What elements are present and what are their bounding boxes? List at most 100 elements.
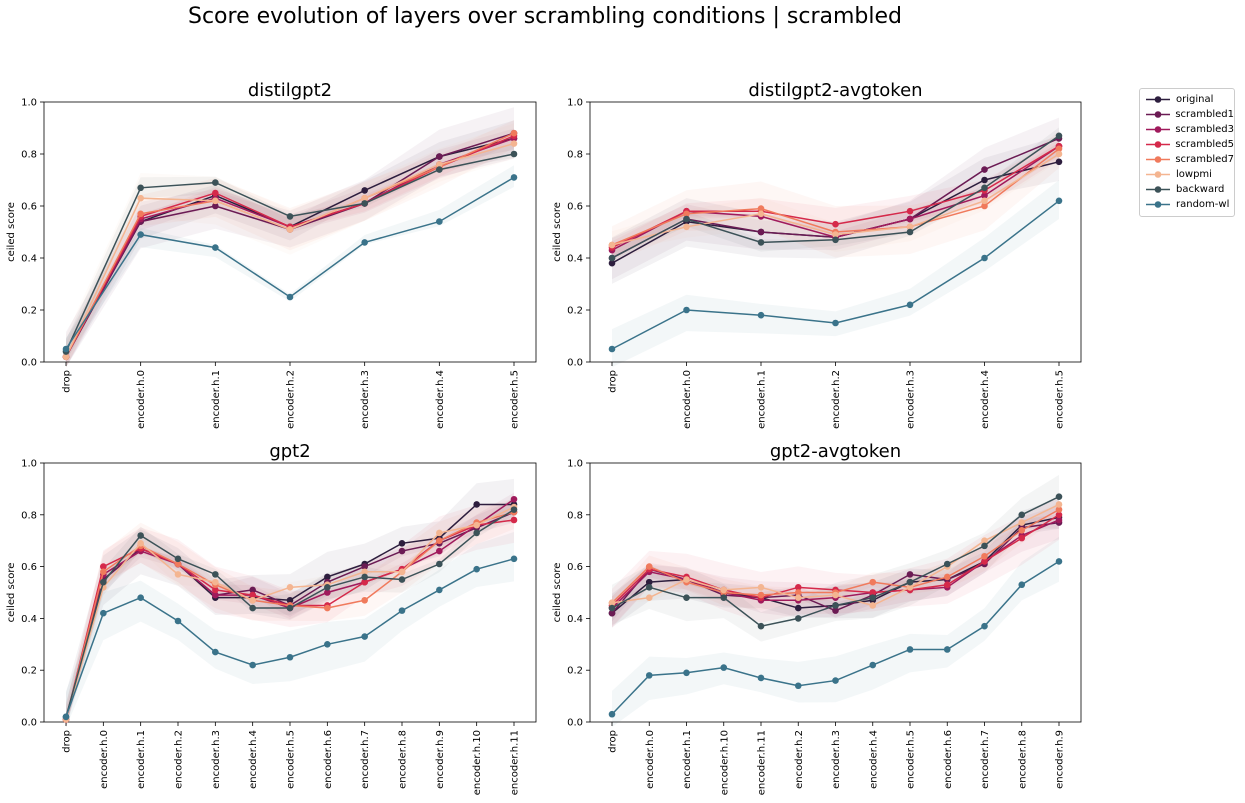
x-tick-label: encoder.h.7 [360,730,371,789]
point-scrambled5 [906,207,914,215]
band-random-wl [612,180,1059,368]
point-lowpmi [286,584,294,591]
point-scrambled1 [398,547,406,555]
point-scrambled1 [249,586,256,594]
point-scrambled5 [943,581,951,589]
point-random-wl [510,174,518,181]
legend-label: scrambled7 [1175,154,1234,165]
point-random-wl [943,646,951,653]
point-random-wl [324,641,331,648]
point-original [794,604,802,612]
legend-label: original [1176,94,1214,105]
point-original [1055,158,1063,166]
point-backward [645,584,653,591]
point-scrambled1 [436,153,443,160]
point-backward [683,594,690,601]
point-scrambled7 [794,589,802,596]
legend-label: scrambled3 [1175,124,1234,135]
x-tick-label: encoder.h.3 [360,370,371,429]
x-tick-label: encoder.h.5 [510,370,521,429]
subplot-0: distilgpt2 ceiled score 0.0 0.2 0.4 0.6 0.8 1.0… [6,80,537,429]
point-random-wl [981,254,988,262]
point-scrambled1 [608,609,616,617]
legend-item-scrambled3: scrambled3 [1140,122,1234,137]
point-scrambled7 [510,129,518,137]
point-scrambled1 [906,571,914,578]
band-random-wl [612,536,1059,728]
x-tick-label: drop [62,730,73,753]
point-random-wl [981,622,988,630]
point-random-wl [1055,197,1063,205]
point-random-wl [720,664,728,671]
x-tick-label: encoder.h.5 [286,730,297,789]
subplot-title: distilgpt2 [248,80,332,101]
point-scrambled1 [832,607,839,614]
point-random-wl [286,293,294,301]
point-lowpmi [137,194,144,202]
point-lowpmi [510,140,518,147]
x-tick-label: encoder.h.6 [323,730,334,789]
point-scrambled7 [981,202,988,210]
band-original [612,136,1059,284]
point-lowpmi [1018,519,1026,526]
point-scrambled7 [757,205,765,212]
y-tick-label: 0.2 [21,666,37,677]
legend-swatch [1146,141,1170,148]
point-random-wl [1055,558,1063,565]
band-scrambled1 [66,107,514,368]
y-axis-label: ceiled score [6,202,17,262]
point-lowpmi [608,599,616,607]
point-lowpmi [361,568,368,576]
point-random-wl [212,244,219,251]
band-scrambled1 [612,117,1059,280]
point-random-wl [645,672,653,679]
x-tick-label: encoder.h.4 [248,730,259,789]
x-tick-label: encoder.h.11 [510,730,521,795]
x-tick-label: encoder.h.11 [757,730,768,795]
y-tick-label: 1.0 [21,459,37,470]
point-lowpmi [757,210,765,218]
point-scrambled1 [361,563,368,570]
point-backward [510,506,518,513]
point-lowpmi [869,602,877,609]
point-backward [1018,511,1026,519]
point-lowpmi [436,161,443,168]
point-scrambled3 [212,591,219,599]
figure-title: Score evolution of layers over scramblin… [188,4,902,29]
x-tick-label: encoder.h.3 [906,370,917,429]
point-random-wl [137,231,144,238]
legend-label: random-wl [1176,199,1230,210]
band-scrambled3 [66,128,514,368]
legend-item-scrambled5: scrambled5 [1140,137,1234,152]
point-lowpmi [1055,150,1063,158]
point-scrambled1 [212,202,219,210]
x-tick-label: encoder.h.7 [980,730,991,789]
point-scrambled5 [794,584,802,591]
x-tick-label: encoder.h.9 [1055,730,1066,789]
point-scrambled7 [1055,506,1063,513]
subplot-3: gpt2-avgtoken ceiled score 0.0 0.2 0.4 0.6 0.8… [552,441,1082,795]
point-scrambled7 [324,604,331,612]
point-backward [361,200,368,207]
y-tick-label: 0.4 [21,254,37,265]
point-backward [286,604,294,612]
point-backward [1055,132,1063,140]
point-backward [832,602,839,609]
point-lowpmi [832,231,839,238]
point-scrambled5 [1055,511,1063,519]
point-backward [832,236,839,244]
point-scrambled7 [757,591,765,599]
y-tick-label: 0.4 [21,614,37,625]
point-random-wl [757,674,765,682]
x-tick-label: encoder.h.2 [286,370,297,429]
point-backward [794,615,802,622]
legend-swatch [1146,111,1170,118]
point-backward [1055,493,1063,500]
band-scrambled1 [66,499,514,728]
point-backward [212,179,219,186]
subplot-title: distilgpt2-avgtoken [748,80,922,101]
point-original [608,259,616,267]
y-tick-label: 1.0 [567,459,583,470]
y-tick-label: 0.8 [21,510,37,521]
y-tick-label: 0.4 [567,254,583,265]
